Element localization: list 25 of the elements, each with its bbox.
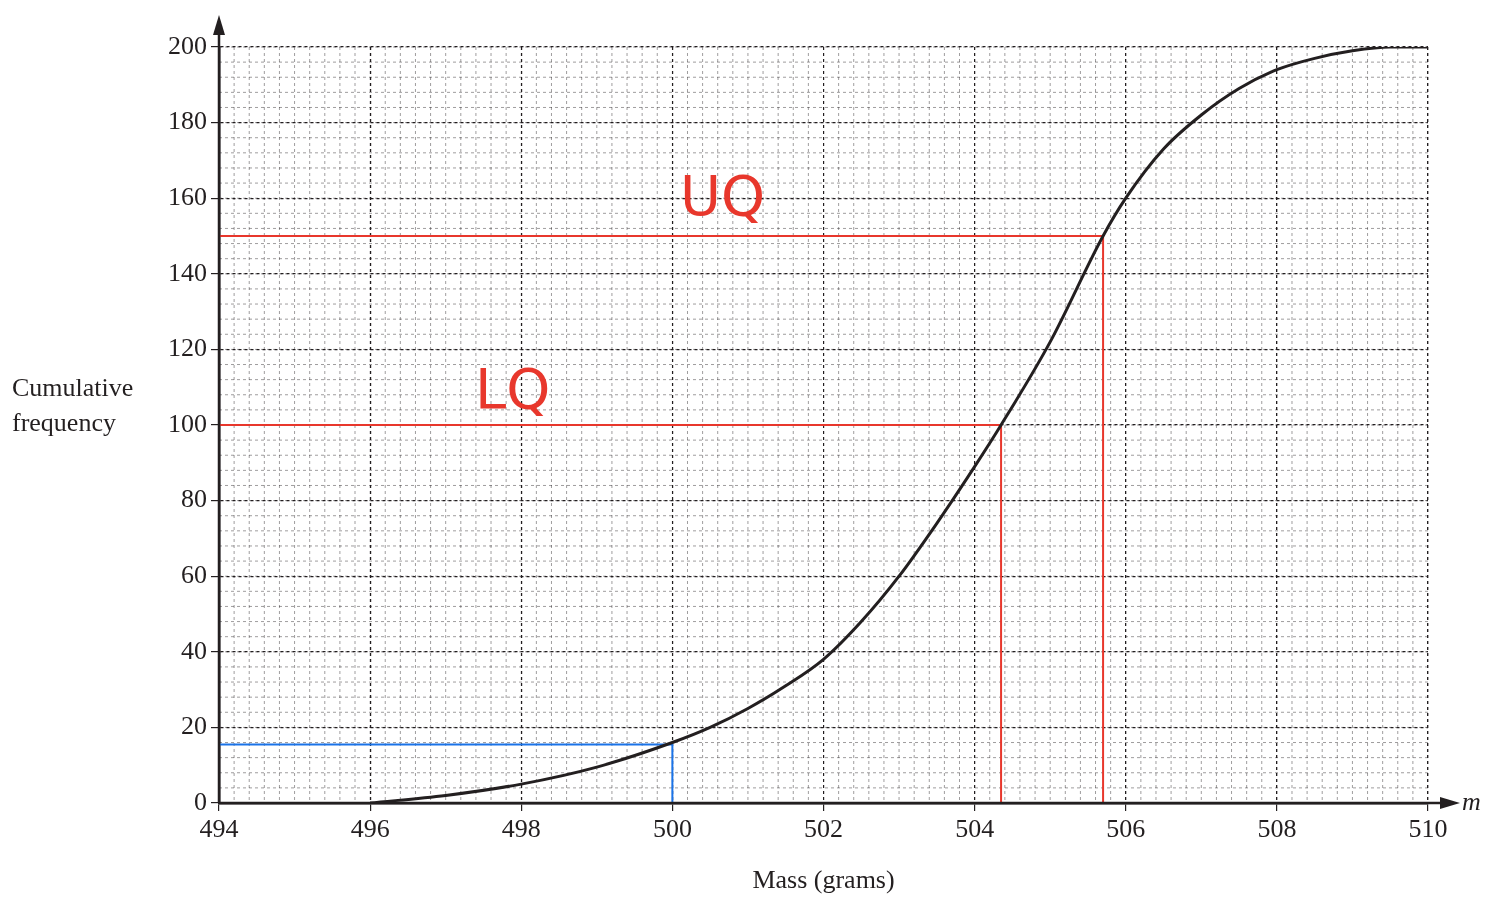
y-tick-label: 160 [168,182,207,212]
y-tick-label: 20 [181,711,207,741]
y-tick-label: 40 [181,635,207,665]
y-tick-label: 0 [194,786,207,816]
y-tick-label: 180 [168,106,207,136]
text: m [1462,786,1481,816]
x-tick-label: 494 [199,814,239,844]
x-tick-label: 500 [652,814,692,844]
y-tick-label: 140 [168,257,207,287]
annotation: LQ [475,356,551,421]
x-tick-label: 504 [955,814,995,844]
y-tick-label: 80 [181,484,207,514]
annotation: UQ [680,163,766,228]
y-tick-label: 100 [168,408,207,438]
y-tick-label: 200 [168,30,207,60]
x-axis-title: Mass (grams) [752,865,895,895]
x-tick-label: 502 [804,814,843,844]
y-axis-title: Cumulative frequency [12,372,135,439]
y-tick-label: 120 [168,333,207,363]
x-tick-label: 510 [1408,814,1448,844]
x-tick-label: 506 [1106,814,1146,844]
x-tick-label: 508 [1257,814,1297,844]
x-tick-label: 498 [501,814,541,844]
x-tick-label: 496 [350,814,390,844]
y-tick-label: 60 [181,560,207,590]
